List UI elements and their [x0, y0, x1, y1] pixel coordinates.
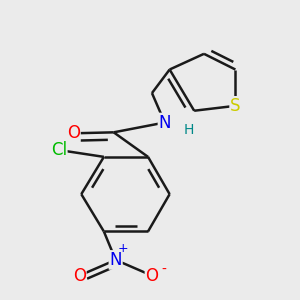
Text: H: H: [184, 123, 194, 137]
Text: N: N: [110, 251, 122, 269]
Text: Cl: Cl: [51, 141, 67, 159]
Text: +: +: [118, 242, 128, 255]
Text: -: -: [161, 263, 166, 277]
Text: O: O: [67, 124, 80, 142]
Text: O: O: [146, 267, 158, 285]
Text: O: O: [73, 267, 86, 285]
Text: S: S: [230, 97, 241, 115]
Text: N: N: [158, 113, 171, 131]
